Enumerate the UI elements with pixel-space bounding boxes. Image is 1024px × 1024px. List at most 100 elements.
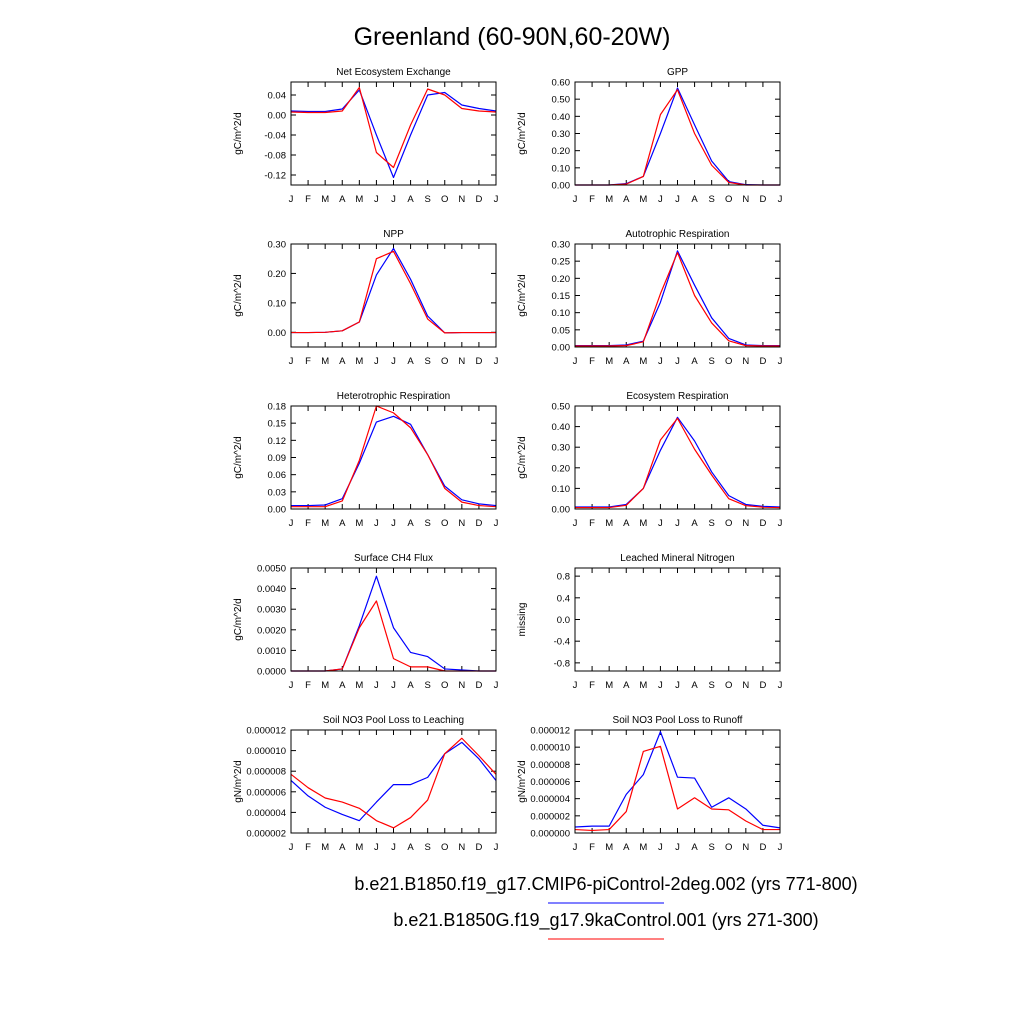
x-tick-label: M: [355, 518, 363, 529]
y-tick-label: 0.20: [552, 146, 571, 157]
chart-panel-5: Heterotrophic Respiration gC/m^2/d 0.00 0.0…: [233, 391, 499, 529]
x-tick-label: D: [475, 194, 482, 205]
x-tick-label: S: [708, 842, 714, 853]
y-tick-label: 0.0030: [257, 605, 286, 616]
x-tick-label: D: [759, 356, 766, 367]
chart-title: Soil NO3 Pool Loss to Leaching: [323, 715, 464, 726]
y-tick-label: 0.00: [268, 328, 287, 339]
chart-title: Ecosystem Respiration: [626, 391, 728, 402]
x-tick-label: J: [573, 842, 578, 853]
x-tick-label: A: [339, 680, 346, 691]
x-tick-label: J: [374, 680, 379, 691]
x-tick-label: A: [407, 356, 414, 367]
x-tick-label: M: [605, 680, 613, 691]
x-tick-label: F: [589, 680, 595, 691]
x-tick-label: M: [605, 194, 613, 205]
x-tick-label: N: [742, 518, 749, 529]
y-tick-label: 0.0040: [257, 584, 286, 595]
chart-panel-9: Soil NO3 Pool Loss to Leaching gN/m^2/d 0.…: [233, 715, 499, 853]
x-tick-label: J: [374, 356, 379, 367]
y-tick-label: 0.10: [552, 163, 571, 174]
chart-title: Soil NO3 Pool Loss to Runoff: [613, 715, 743, 726]
y-axis-label: gC/m^2/d: [233, 598, 244, 641]
y-tick-label: 0.000002: [530, 811, 570, 822]
x-tick-label: A: [407, 842, 414, 853]
x-tick-label: N: [458, 356, 465, 367]
x-tick-label: A: [407, 680, 414, 691]
chart-panel-7: Surface CH4 Flux gC/m^2/d 0.0000 0.0010 0.00…: [233, 553, 499, 691]
y-axis-label: gC/m^2/d: [517, 274, 528, 317]
x-tick-label: O: [725, 194, 732, 205]
y-tick-label: 0.20: [268, 269, 287, 280]
y-tick-label: 0.30: [552, 240, 571, 251]
x-tick-label: A: [691, 518, 698, 529]
x-tick-label: O: [725, 356, 732, 367]
series-line-blue: [291, 415, 497, 507]
page-title: Greenland (60-90N,60-20W): [354, 23, 671, 51]
x-tick-label: A: [691, 680, 698, 691]
panels: Net Ecosystem Exchange gC/m^2/d 0.04 0.00 -0…: [233, 67, 783, 853]
x-tick-label: J: [573, 194, 578, 205]
x-tick-label: O: [725, 842, 732, 853]
y-tick-label: 0.18: [268, 402, 287, 413]
y-tick-label: 0.09: [268, 453, 287, 464]
x-tick-label: M: [321, 356, 329, 367]
x-tick-label: J: [778, 518, 783, 529]
y-axis-label: gN/m^2/d: [233, 760, 244, 803]
x-tick-label: M: [605, 842, 613, 853]
y-axis-label: gC/m^2/d: [517, 436, 528, 479]
x-tick-label: D: [759, 518, 766, 529]
x-tick-label: M: [605, 518, 613, 529]
x-tick-label: F: [305, 518, 311, 529]
y-tick-label: 0.000002: [246, 829, 286, 840]
y-tick-label: 0.20: [552, 463, 571, 474]
plot-frame: [574, 81, 781, 186]
plot-frame: [290, 243, 497, 348]
y-tick-label: 0.06: [268, 470, 287, 481]
series-line-blue: [574, 731, 781, 829]
x-tick-label: O: [441, 842, 448, 853]
x-tick-label: O: [725, 680, 732, 691]
x-tick-label: M: [355, 842, 363, 853]
x-tick-label: J: [573, 518, 578, 529]
x-tick-label: J: [494, 680, 499, 691]
series-line-blue: [290, 741, 497, 822]
y-tick-label: 0.00: [552, 181, 571, 192]
y-tick-label: 0.0: [557, 615, 570, 626]
y-tick-label: 0.00: [552, 505, 571, 516]
series-line-blue: [291, 247, 496, 334]
y-axis-label: gC/m^2/d: [517, 112, 528, 155]
chart-title: Leached Mineral Nitrogen: [620, 553, 735, 564]
x-tick-label: A: [407, 194, 414, 205]
x-tick-label: F: [589, 194, 595, 205]
series-line-red: [291, 600, 496, 672]
y-tick-label: 0.50: [552, 95, 571, 106]
x-tick-label: J: [289, 194, 294, 205]
series-line-red: [290, 86, 497, 169]
y-tick-label: 0.15: [268, 419, 287, 430]
x-tick-label: J: [658, 518, 663, 529]
series-line-red: [575, 89, 780, 186]
x-tick-label: J: [289, 356, 294, 367]
x-tick-label: A: [339, 356, 346, 367]
x-tick-label: M: [639, 194, 647, 205]
chart-title: GPP: [667, 67, 688, 78]
x-tick-label: M: [321, 680, 329, 691]
x-tick-label: J: [289, 518, 294, 529]
x-tick-label: A: [339, 842, 346, 853]
chart-title: Net Ecosystem Exchange: [336, 67, 451, 78]
y-tick-label: 0.10: [268, 298, 287, 309]
x-tick-label: J: [391, 356, 396, 367]
y-tick-label: 0.03: [268, 487, 287, 498]
x-tick-label: D: [475, 680, 482, 691]
y-tick-label: 0.10: [552, 484, 571, 495]
x-tick-label: J: [675, 680, 680, 691]
x-tick-label: N: [742, 356, 749, 367]
y-tick-label: -0.8: [554, 658, 570, 669]
x-tick-label: J: [778, 194, 783, 205]
y-tick-label: 0.00: [552, 343, 571, 354]
y-tick-label: 0.25: [552, 257, 571, 268]
x-tick-label: M: [321, 842, 329, 853]
